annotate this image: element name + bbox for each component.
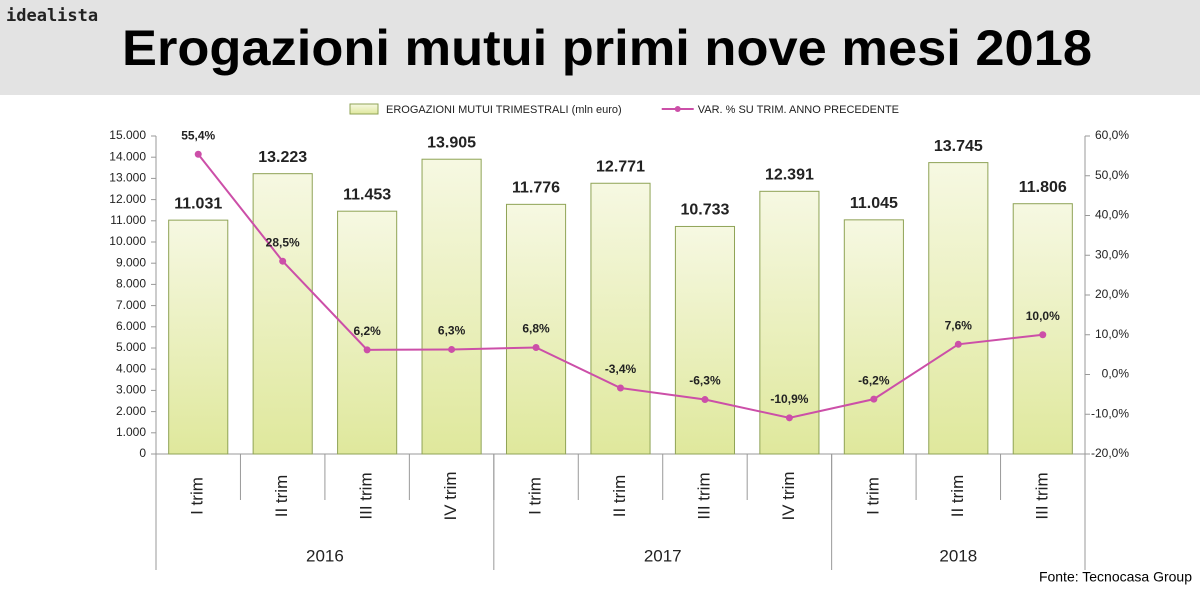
y-tick-label: 8.000 (116, 277, 146, 291)
y-tick-label: 9.000 (116, 255, 146, 269)
line-marker (363, 346, 371, 354)
bar (421, 158, 482, 455)
y-tick-label: 12.000 (109, 192, 146, 206)
x-tick-label: I trim (863, 477, 882, 515)
bar-value-label: 11.453 (343, 186, 391, 203)
line-marker (279, 257, 287, 265)
bar-value-label: 11.045 (850, 195, 898, 212)
group-label: 2018 (939, 546, 977, 565)
bar (759, 190, 820, 455)
line-marker (617, 384, 624, 392)
y2-tick-label: 30,0% (1095, 247, 1129, 261)
x-tick-label: IV trim (779, 471, 798, 520)
y2-tick-label: 50,0% (1095, 168, 1129, 182)
line-value-label: 6,8% (522, 322, 550, 336)
bar (168, 219, 229, 455)
x-tick-label: III trim (357, 472, 376, 519)
legend-marker (674, 106, 681, 112)
bar (590, 182, 651, 455)
y2-tick-label: 0,0% (1102, 367, 1130, 381)
x-tick-label: III trim (694, 472, 713, 519)
line-value-label: 7,6% (945, 318, 973, 332)
header-band (0, 0, 1200, 95)
line-value-label: 28,5% (266, 235, 300, 249)
bar-value-label: 13.745 (934, 138, 983, 155)
bar-value-label: 13.223 (258, 149, 307, 166)
y-tick-label: 4.000 (116, 361, 146, 375)
line-marker (532, 343, 540, 351)
line-marker (870, 395, 878, 403)
y-tick-label: 6.000 (116, 319, 146, 333)
line-marker (194, 150, 202, 158)
y2-tick-label: -20,0% (1091, 446, 1129, 460)
chart-title: Erogazioni mutui primi nove mesi 2018 (122, 20, 1092, 76)
y-tick-label: 3.000 (116, 383, 146, 397)
y-tick-label: 10.000 (109, 234, 146, 248)
y2-tick-label: 60,0% (1095, 128, 1129, 142)
brand: idealista (6, 6, 98, 26)
bar-value-label: 10.733 (680, 202, 729, 219)
x-tick-label: I trim (188, 477, 207, 515)
line-marker (701, 396, 709, 404)
group-label: 2016 (306, 546, 344, 565)
source: Fonte: Tecnocasa Group (1039, 569, 1192, 585)
bar-value-label: 11.031 (174, 195, 222, 212)
x-tick-label: III trim (1032, 472, 1051, 519)
bar (843, 219, 904, 455)
line-value-label: 10,0% (1026, 309, 1060, 323)
bar-value-label: 12.391 (765, 167, 814, 184)
y-tick-label: 13.000 (109, 171, 146, 185)
y-tick-label: 14.000 (109, 149, 146, 163)
line-marker (1039, 331, 1047, 339)
line-value-label: 55,4% (181, 128, 215, 142)
group-label: 2017 (644, 546, 682, 565)
y2-tick-label: -10,0% (1091, 406, 1129, 420)
line-marker (448, 345, 456, 353)
y2-tick-label: 10,0% (1095, 327, 1129, 341)
bar-value-label: 12.771 (596, 158, 645, 175)
bar (1012, 203, 1073, 455)
line-value-label: -6,2% (858, 373, 890, 387)
x-tick-label: II trim (272, 475, 291, 518)
x-tick-label: IV trim (441, 471, 460, 520)
y-tick-label: 11.000 (110, 213, 146, 227)
line-value-label: -3,4% (605, 362, 637, 376)
bar (337, 210, 398, 455)
bar-value-label: 11.806 (1019, 179, 1067, 196)
y-tick-label: 1.000 (116, 425, 146, 439)
bar (505, 203, 567, 455)
bar (252, 173, 313, 455)
y2-tick-label: 40,0% (1095, 208, 1129, 222)
y-tick-label: 15.000 (109, 128, 146, 142)
x-tick-label: II trim (948, 475, 967, 518)
bar (674, 225, 736, 455)
legend-swatch (349, 103, 379, 115)
y-tick-label: 5.000 (116, 340, 146, 354)
legend-label: EROGAZIONI MUTUI TRIMESTRALI (mln euro) (386, 104, 622, 116)
x-tick-label: I trim (526, 477, 545, 515)
bar-value-label: 11.776 (512, 180, 560, 197)
x-tick-label: II trim (610, 475, 629, 518)
y-tick-label: 2.000 (116, 404, 146, 418)
line-marker (785, 414, 793, 422)
line-value-label: 6,3% (438, 324, 466, 338)
y-tick-label: 7.000 (116, 298, 146, 312)
line-value-label: -6,3% (689, 374, 721, 388)
line-value-label: 6,2% (353, 324, 381, 338)
y-tick-label: 0 (139, 446, 146, 460)
line-value-label: -10,9% (770, 392, 808, 406)
y2-tick-label: 20,0% (1095, 287, 1129, 301)
bar-value-label: 13.905 (427, 134, 476, 151)
bar (928, 162, 989, 455)
line-marker (954, 340, 962, 348)
legend-label: VAR. % SU TRIM. ANNO PRECEDENTE (698, 104, 899, 116)
